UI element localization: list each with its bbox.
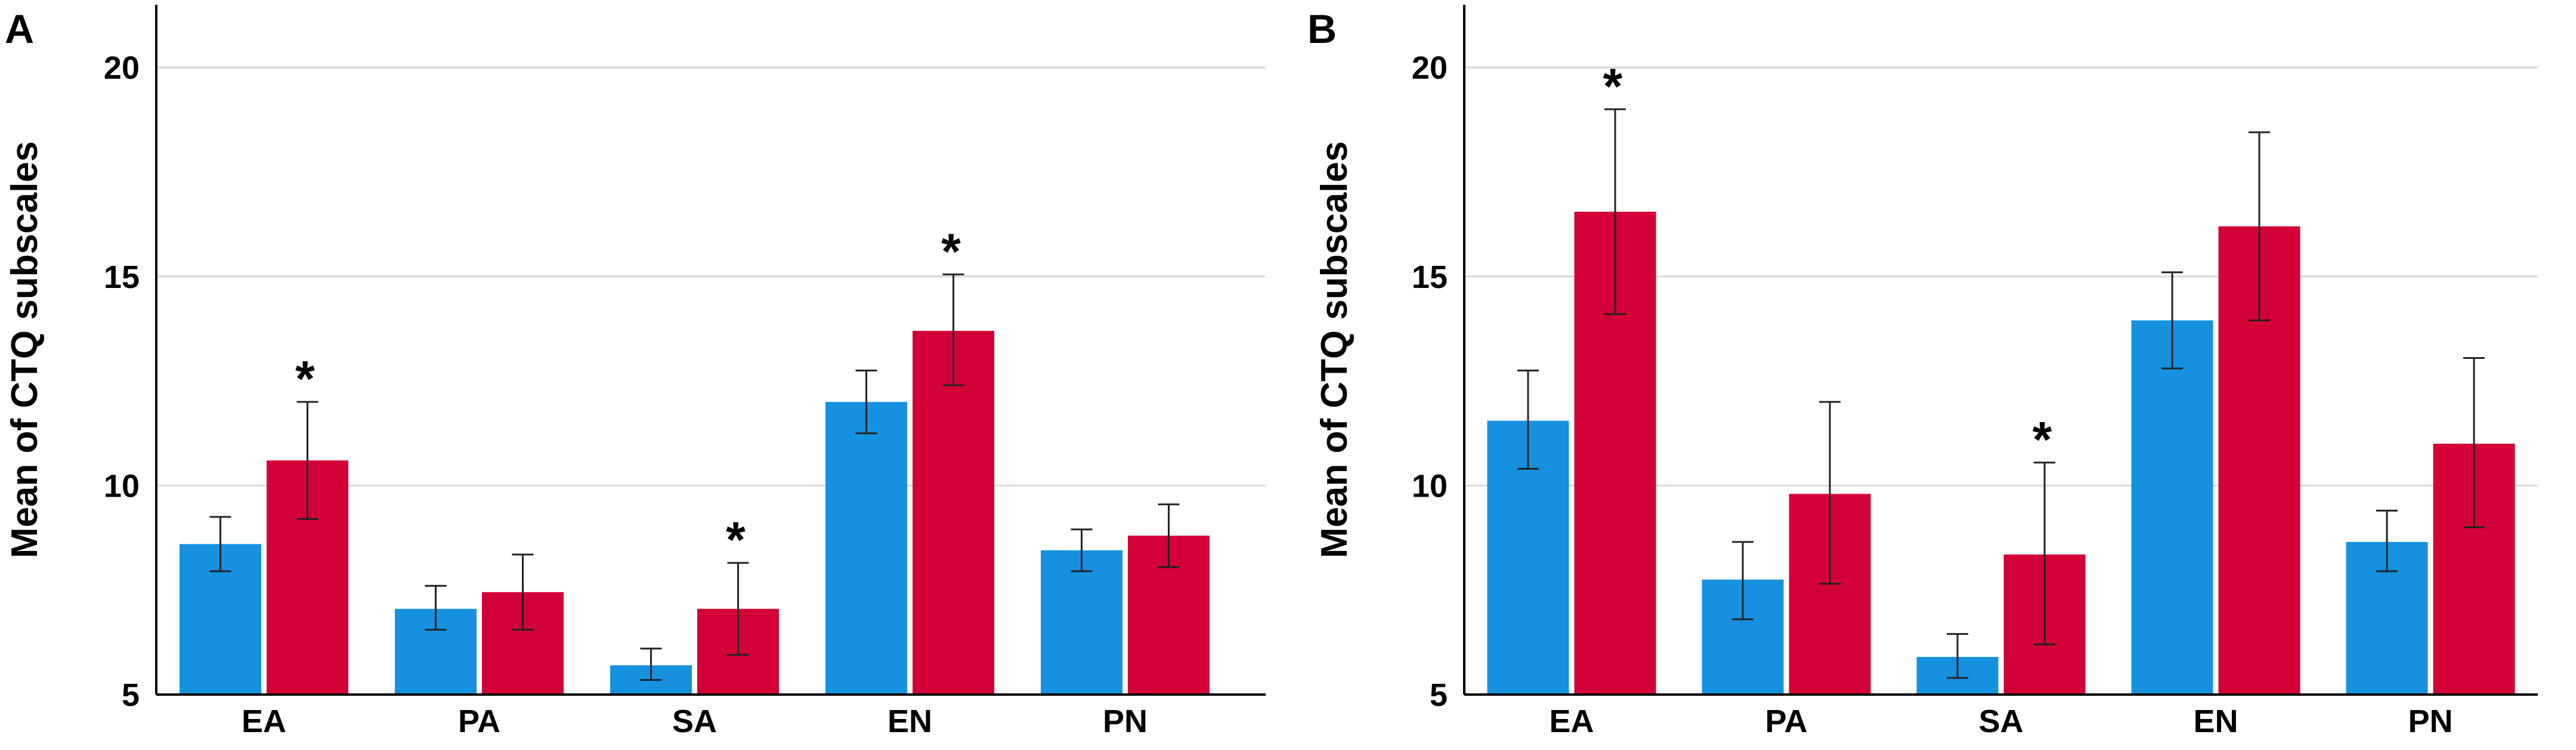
x-tick-label-sa: SA xyxy=(672,703,717,739)
bar-en-group2 xyxy=(913,330,994,695)
x-tick-label-en: EN xyxy=(2193,703,2238,739)
significance-marker-ea: * xyxy=(1603,58,1623,114)
y-tick-label: 15 xyxy=(104,259,140,295)
x-tick-label-en: EN xyxy=(887,703,932,739)
x-tick-label-sa: SA xyxy=(1978,703,2023,739)
y-tick-label: 20 xyxy=(104,50,140,86)
panel-label: B xyxy=(1307,7,1337,52)
bar-pn-group1 xyxy=(1041,550,1122,695)
y-tick-label: 5 xyxy=(122,677,140,713)
significance-marker-ea: * xyxy=(295,351,315,407)
y-tick-label: 10 xyxy=(1412,468,1448,504)
y-tick-label: 20 xyxy=(1412,50,1448,86)
y-tick-label: 15 xyxy=(1412,259,1448,295)
significance-marker-en: * xyxy=(941,223,961,279)
panel-a: A 5 10 15 20 Mean of CTQ subscales * EA PA * SA * EN… xyxy=(4,5,1266,739)
x-tick-label-pn: PN xyxy=(1103,703,1148,739)
x-tick-label-ea: EA xyxy=(1549,703,1594,739)
panel-label: A xyxy=(5,7,34,52)
x-tick-label-pa: PA xyxy=(1765,703,1807,739)
panel-b: B 5 10 15 20 Mean of CTQ subscales * EA PA * SA EN P… xyxy=(1307,5,2538,739)
x-tick-label-ea: EA xyxy=(242,703,286,739)
y-tick-label: 10 xyxy=(104,468,140,504)
bar-en-group1 xyxy=(825,402,907,695)
x-tick-label-pa: PA xyxy=(458,703,500,739)
significance-marker-sa: * xyxy=(2033,411,2052,467)
y-axis-title: Mean of CTQ subscales xyxy=(4,141,45,558)
bar-en-group1 xyxy=(2131,320,2213,695)
y-axis-title: Mean of CTQ subscales xyxy=(1314,141,1355,558)
x-tick-label-pn: PN xyxy=(2408,703,2453,739)
y-tick-label: 5 xyxy=(1430,677,1448,713)
significance-marker-sa: * xyxy=(726,512,746,568)
